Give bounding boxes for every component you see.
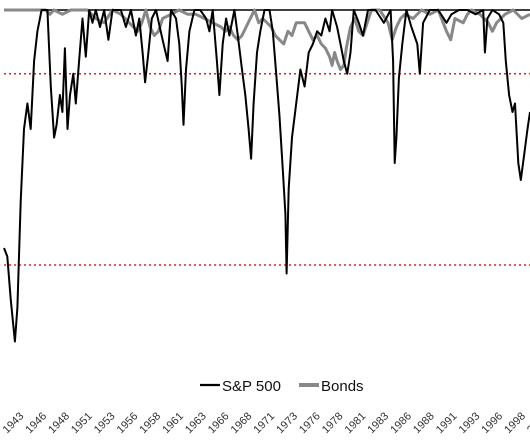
legend-label-bonds: Bonds [321,378,364,395]
legend-label-sp500: S&P 500 [222,378,281,395]
legend: S&P 500 Bonds [200,378,364,395]
plot-area [3,8,530,343]
series-layer [3,8,530,343]
series-line-sp500 [3,9,530,343]
